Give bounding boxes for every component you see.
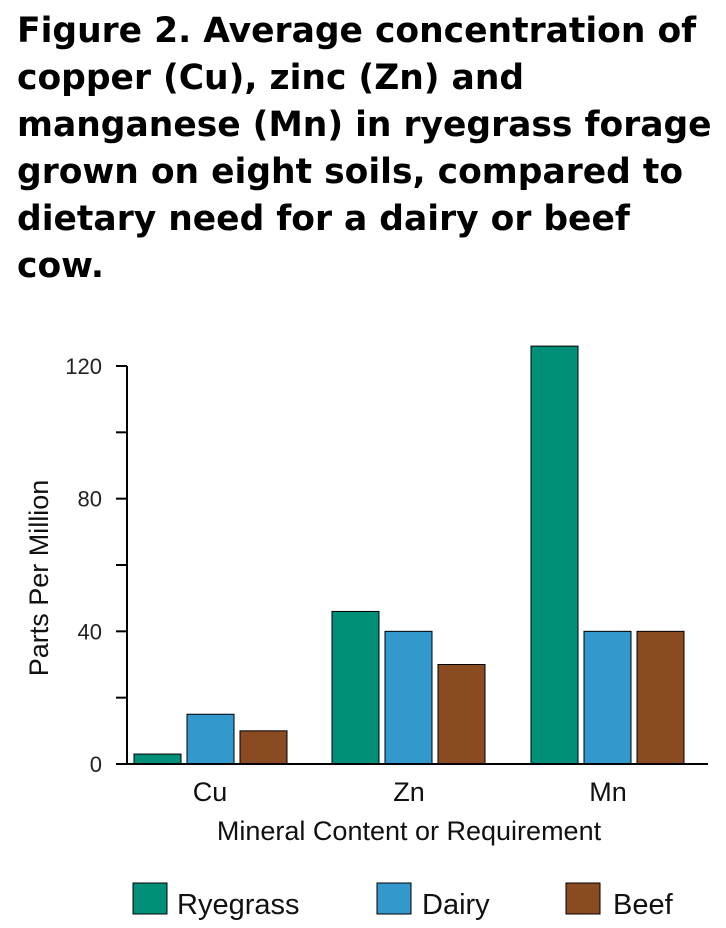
legend-label-beef: Beef	[613, 889, 674, 921]
legend-swatch-ryegrass	[132, 882, 168, 915]
bar-ryegrass-mn	[530, 345, 579, 765]
y-axis-title: Parts Per Million	[24, 480, 54, 677]
figure-title: Figure 2. Average concentration of coppe…	[17, 11, 712, 286]
y-tick-label: 120	[65, 354, 102, 379]
bar-beef-zn	[437, 664, 486, 765]
y-tick-label: 0	[90, 752, 102, 777]
legend-swatch-dairy	[376, 882, 412, 915]
x-category-label: Cu	[193, 777, 228, 807]
bars-group	[133, 345, 685, 765]
x-category-label: Zn	[393, 777, 425, 807]
x-axis-title: Mineral Content or Requirement	[217, 816, 602, 846]
x-labels-group: Cu Zn Mn	[193, 777, 627, 807]
legend-label-ryegrass: Ryegrass	[177, 889, 300, 921]
bar-beef-mn	[636, 630, 685, 765]
legend-swatch-beef	[565, 882, 601, 915]
y-tick-label: 40	[78, 619, 102, 644]
y-tick-label: 80	[78, 487, 102, 512]
bar-dairy-cu	[186, 713, 235, 765]
bar-ryegrass-cu	[133, 753, 182, 765]
y-ticks-group: 0 40 80 120	[65, 354, 127, 777]
bar-beef-cu	[239, 730, 288, 765]
legend-label-dairy: Dairy	[422, 889, 490, 921]
x-category-label: Mn	[589, 777, 627, 807]
bar-dairy-zn	[384, 630, 433, 765]
bar-ryegrass-zn	[331, 610, 380, 765]
legend: Ryegrass Dairy Beef	[132, 882, 674, 921]
bar-dairy-mn	[583, 630, 632, 765]
